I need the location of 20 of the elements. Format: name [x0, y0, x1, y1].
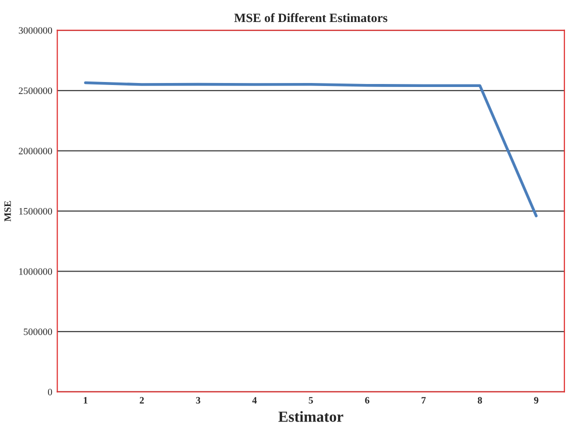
x-tick-label: 7	[422, 397, 426, 404]
x-tick-label: 3	[196, 397, 200, 404]
y-axis-title: MSE	[4, 201, 11, 222]
x-tick-label: 4	[252, 397, 257, 404]
line-series	[84, 81, 538, 218]
x-tick-label: 6	[365, 397, 370, 404]
y-tick-label: 2000000	[18, 148, 52, 154]
x-tick-label: 2	[140, 397, 144, 404]
y-tick-label: 1500000	[19, 208, 52, 215]
y-tick-label: 0	[48, 388, 52, 396]
y-tick-label: 1000000	[19, 268, 52, 275]
y-tick-label: 3000000	[18, 27, 52, 34]
x-tick-label: 8	[478, 397, 482, 404]
x-tick-label: 1	[84, 397, 88, 404]
chart-title: MSE of Different Estimators	[234, 13, 388, 22]
y-tick-label: 500000	[24, 328, 52, 336]
x-axis-title: Estimator	[278, 411, 344, 422]
x-tick-label: 9	[534, 397, 538, 404]
y-tick-label: 2500000	[18, 87, 52, 94]
x-tick-label: 5	[308, 397, 313, 404]
